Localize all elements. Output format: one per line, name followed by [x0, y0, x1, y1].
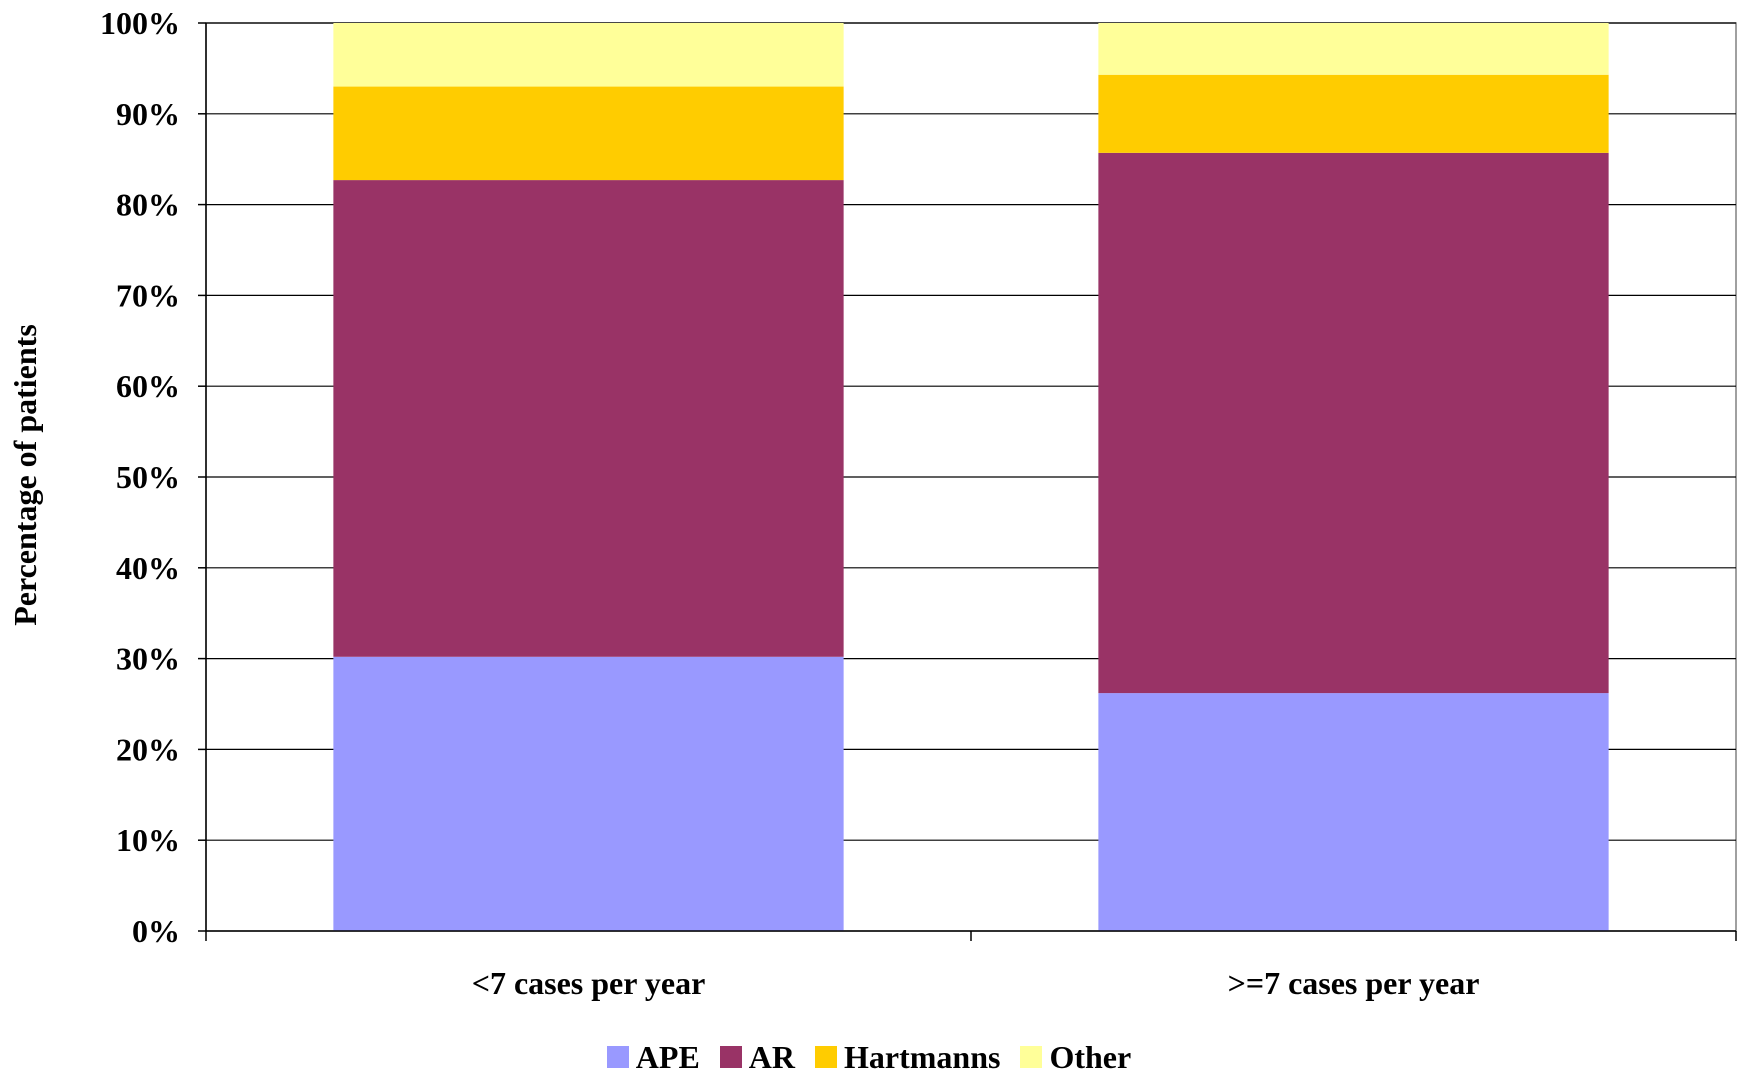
- bar-hartmanns-0: [333, 86, 844, 181]
- legend-label: Other: [1049, 1039, 1132, 1075]
- legend-label: Hartmanns: [844, 1039, 1001, 1075]
- y-tick-label: 50%: [116, 459, 180, 495]
- legend-swatch: [1020, 1046, 1043, 1068]
- y-tick-label: 80%: [116, 187, 180, 223]
- legend-swatch: [606, 1046, 629, 1068]
- y-tick-label: 100%: [100, 5, 180, 41]
- legend-swatch: [815, 1046, 837, 1068]
- y-tick-label: 20%: [116, 731, 180, 767]
- legend-label: APE: [635, 1039, 700, 1075]
- y-tick-label: 70%: [116, 277, 180, 313]
- bar-hartmanns-1: [1098, 74, 1609, 153]
- legend-item-hartmanns: Hartmanns: [815, 1040, 1000, 1074]
- legend-swatch: [719, 1046, 742, 1068]
- bar-ape-1: [1098, 693, 1609, 931]
- y-tick-label: 60%: [116, 368, 180, 404]
- bar-ape-0: [333, 656, 844, 931]
- y-tick-label: 30%: [116, 641, 180, 677]
- legend: APE AR Hartmanns Other: [0, 1040, 1738, 1074]
- bar-ar-1: [1098, 152, 1609, 694]
- legend-item-ape: APE: [606, 1039, 700, 1075]
- y-tick-label: 10%: [116, 822, 180, 858]
- bar-ar-0: [333, 180, 844, 657]
- legend-item-ar: AR: [719, 1039, 795, 1075]
- y-tick-label: 40%: [116, 550, 180, 586]
- legend-label: AR: [748, 1039, 795, 1075]
- y-tick-label: 0%: [132, 913, 180, 949]
- legend-item-other: Other: [1020, 1040, 1131, 1074]
- x-tick-label: <7 cases per year: [472, 965, 706, 1001]
- bar-other-0: [333, 23, 844, 87]
- y-tick-label: 90%: [116, 96, 180, 132]
- y-axis-title: Percentage of patients: [7, 324, 43, 626]
- bar-other-1: [1098, 23, 1609, 75]
- axes: [198, 22, 1737, 941]
- bars: [333, 23, 1609, 931]
- x-tick-label: >=7 cases per year: [1228, 965, 1480, 1001]
- tick-labels: 0% 10% 20% 30% 40% 50% 60% 70% 80% 90% 100% <7 case…: [100, 5, 1479, 1001]
